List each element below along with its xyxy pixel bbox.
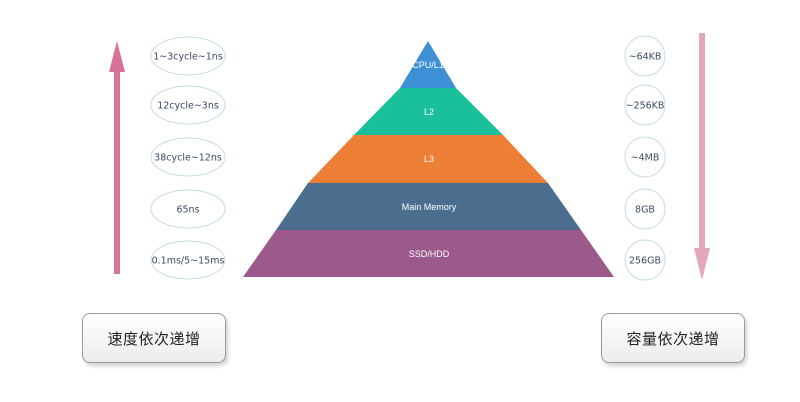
capacity-item: 256GB [624, 239, 666, 281]
capacity-increase-callout: 容量依次递增 [601, 313, 745, 363]
latency-label: 0.1ms/5~15ms [152, 256, 225, 267]
speed-increase-callout: 速度依次递增 [82, 313, 226, 363]
latency-label: 1~3cycle~1ns [153, 52, 223, 63]
speed-arrow-head [109, 41, 125, 72]
capacity-arrow-head [694, 248, 710, 280]
capacity-item: ~256KB [624, 84, 666, 126]
speed-arrow-shaft [114, 70, 120, 274]
latency-bubble [150, 189, 226, 229]
capacity-item: ~4MB [624, 136, 666, 178]
pyramid-tier-main-memory [276, 183, 581, 230]
capacity-item: ~64KB [624, 35, 666, 77]
latency-item: 1~3cycle~1ns [150, 36, 226, 76]
pyramid-tier-label: L2 [424, 107, 434, 117]
pyramid-tier-l2 [354, 88, 503, 135]
pyramid-tier-ssd-hdd [243, 230, 614, 277]
speed-increase-arrow [109, 41, 125, 274]
pyramid-tier-label: Main Memory [402, 202, 457, 212]
pyramid-tier-label: L3 [424, 154, 434, 164]
pyramid-tier-cpu-l1 [400, 41, 456, 88]
latency-item: 0.1ms/5~15ms [150, 240, 226, 280]
capacity-label: ~256KB [626, 101, 665, 112]
latency-bubble [150, 137, 226, 177]
capacity-column: ~64KB ~256KB ~4MB 8GB 256GB [624, 35, 666, 281]
latency-label: 38cycle~12ns [154, 153, 222, 164]
capacity-bubble [624, 84, 666, 126]
capacity-label: ~64KB [629, 52, 662, 63]
latency-item: 12cycle~3ns [150, 85, 226, 125]
capacity-bubble [624, 35, 666, 77]
latency-bubble [150, 36, 226, 76]
latency-item: 65ns [150, 189, 226, 229]
pyramid: CPU/L1 L2 L3 Main Memory SSD/HDD [243, 41, 614, 277]
capacity-bubble [624, 136, 666, 178]
capacity-label: 8GB [635, 205, 655, 216]
capacity-label: ~4MB [631, 153, 660, 164]
capacity-label: 256GB [629, 256, 661, 267]
capacity-arrow-shaft [699, 33, 705, 250]
capacity-bubble [624, 188, 666, 230]
latency-item: 38cycle~12ns [150, 137, 226, 177]
latency-bubble [150, 240, 226, 280]
pyramid-tier-label: SSD/HDD [409, 249, 450, 259]
pyramid-tier-l3 [308, 135, 548, 183]
pyramid-tier-label: CPU/L1 [412, 60, 444, 70]
latency-label: 12cycle~3ns [157, 101, 219, 112]
capacity-item: 8GB [624, 188, 666, 230]
latency-bubble [150, 85, 226, 125]
latency-column: 1~3cycle~1ns 12cycle~3ns 38cycle~12ns 65… [150, 36, 226, 280]
latency-label: 65ns [176, 205, 199, 216]
capacity-bubble [624, 239, 666, 281]
capacity-increase-arrow [694, 33, 710, 280]
